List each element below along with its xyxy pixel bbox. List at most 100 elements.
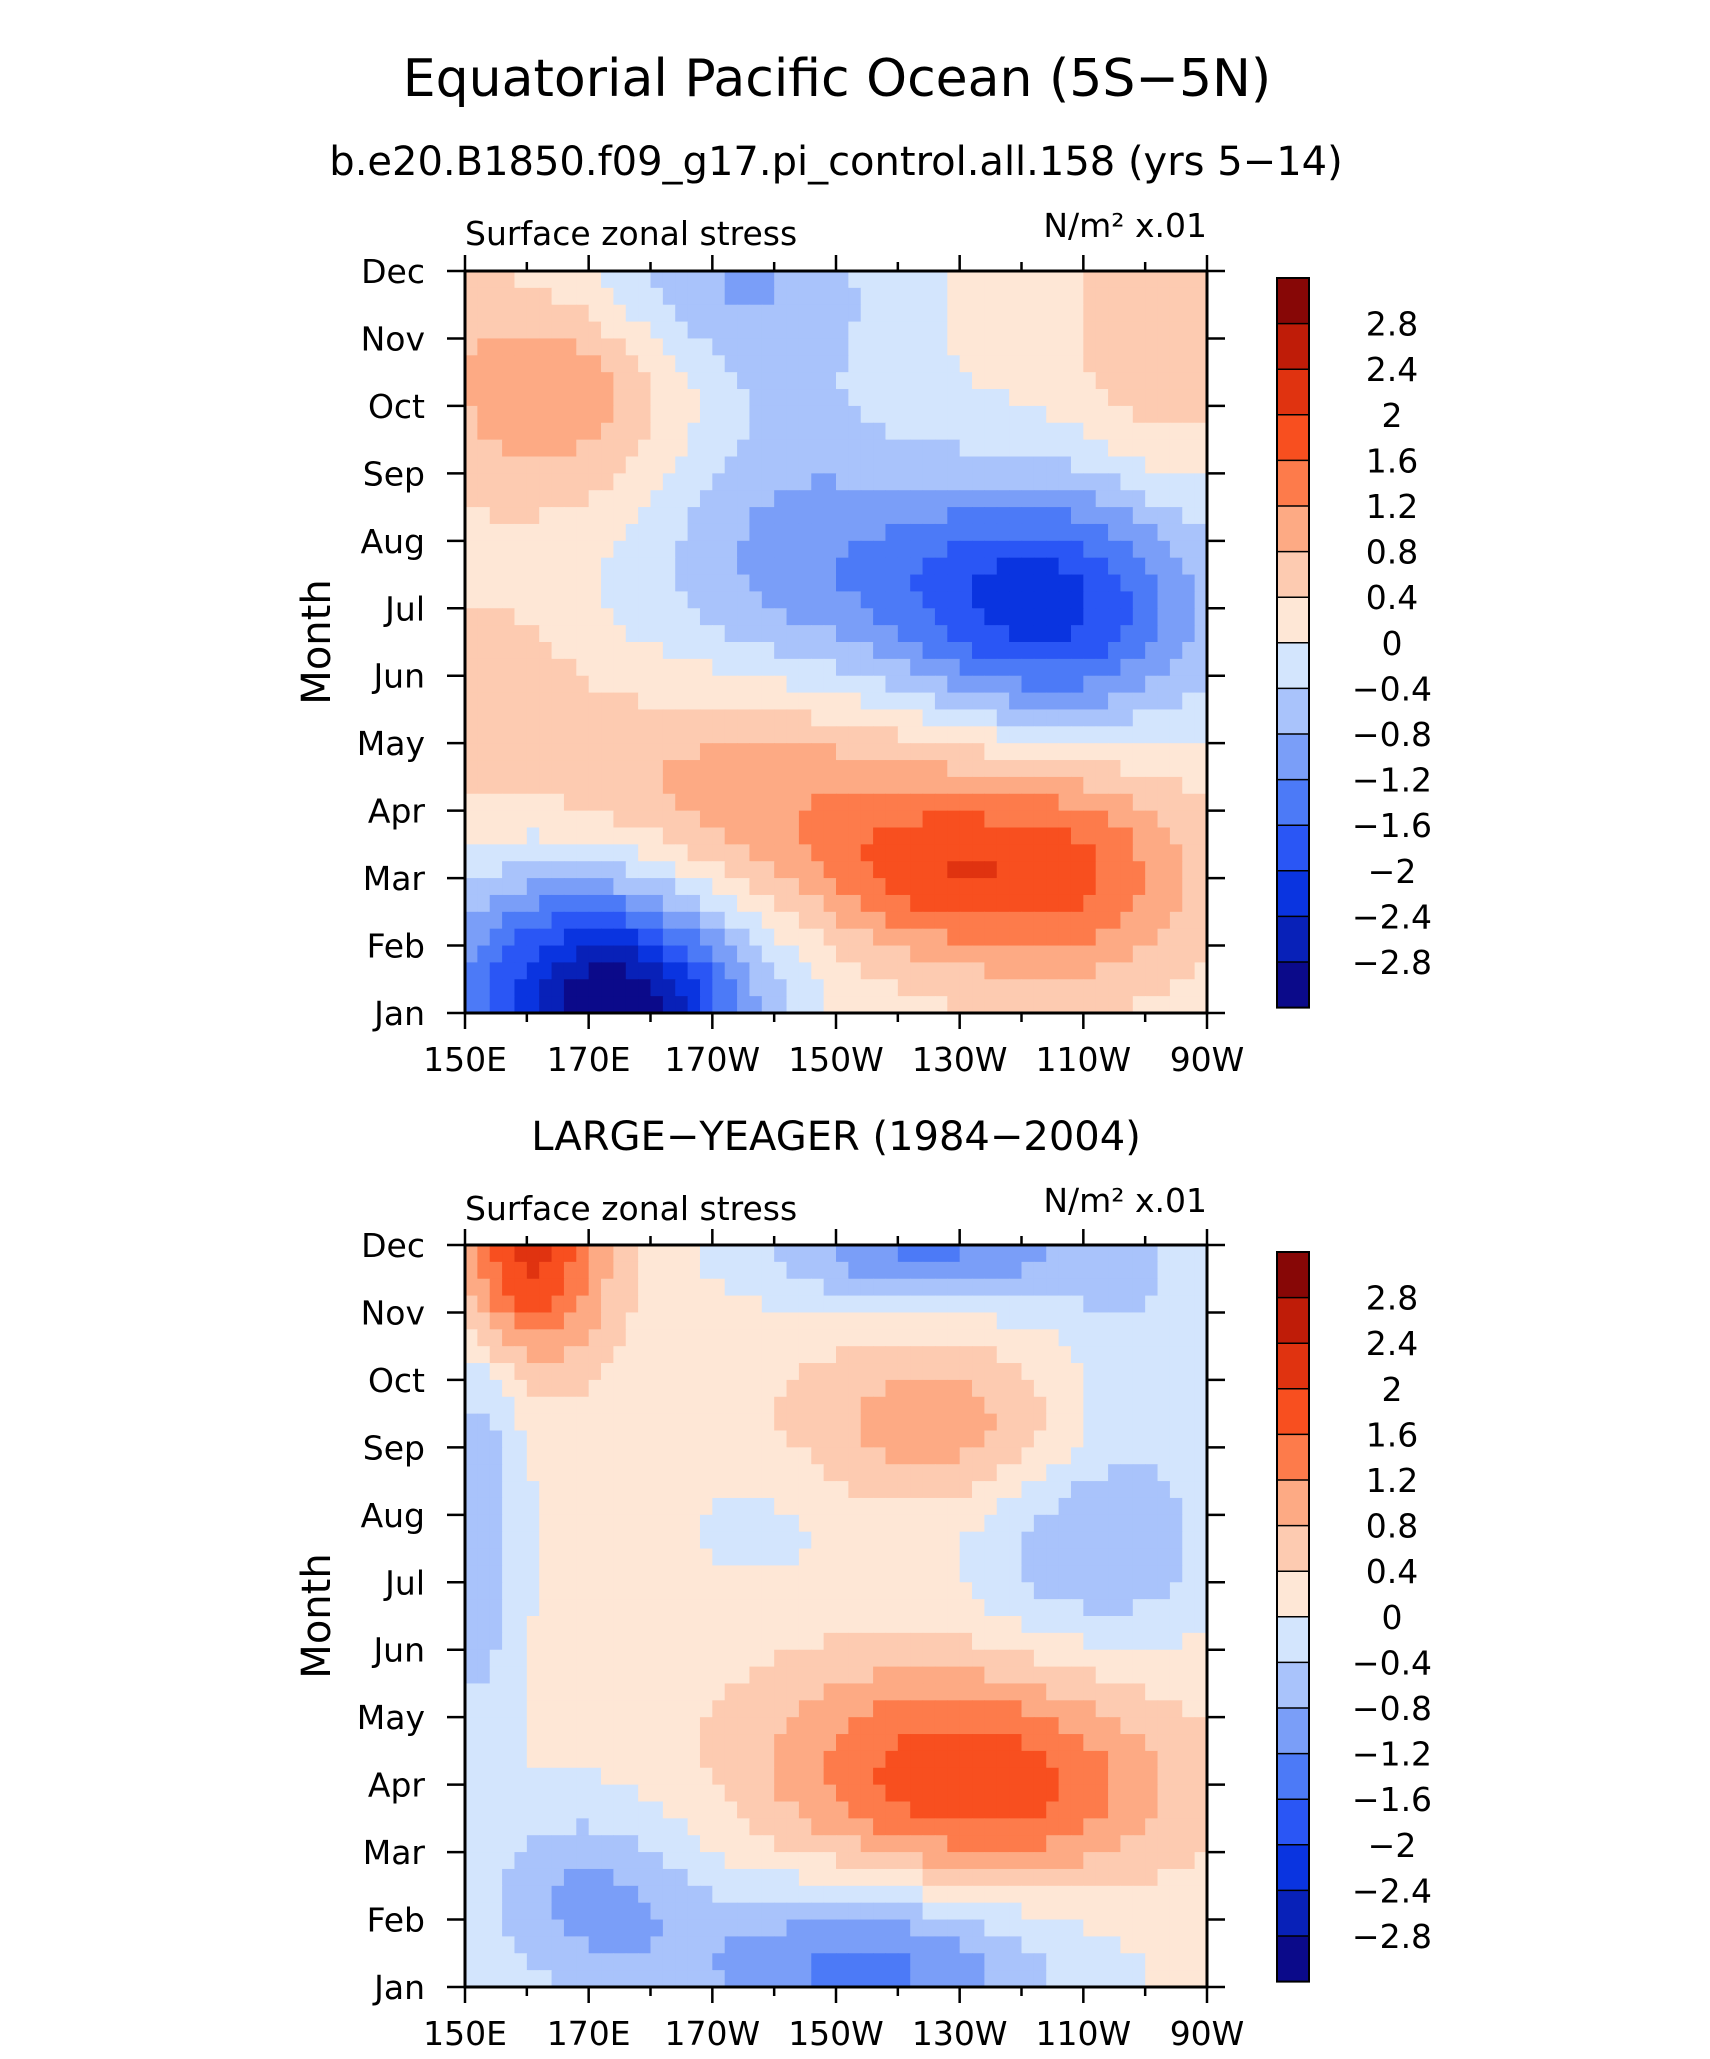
- heatmap-cell: [798, 1616, 812, 1634]
- heatmap-cell: [502, 338, 516, 356]
- heatmap-cell: [576, 1649, 590, 1668]
- heatmap-cell: [934, 389, 948, 407]
- heatmap-cell: [563, 894, 577, 913]
- heatmap-cell: [1120, 1784, 1134, 1803]
- heatmap-cell: [1108, 1767, 1122, 1786]
- heatmap-cell: [675, 675, 689, 694]
- heatmap-cell: [1145, 1363, 1159, 1381]
- heatmap-cell: [687, 894, 701, 913]
- heatmap-cell: [1083, 1666, 1097, 1685]
- heatmap-cell: [625, 743, 639, 761]
- heatmap-cell: [774, 827, 788, 845]
- heatmap-cell: [860, 287, 874, 306]
- heatmap-cell: [1145, 1346, 1159, 1364]
- heatmap-cell: [712, 591, 726, 609]
- heatmap-cell: [526, 1599, 540, 1617]
- heatmap-cell: [1120, 439, 1134, 458]
- heatmap-cell: [959, 540, 973, 559]
- heatmap-cell: [798, 1447, 812, 1465]
- heatmap-cell: [910, 1363, 924, 1381]
- heatmap-cell: [910, 1565, 924, 1583]
- heatmap-cell: [1132, 1497, 1146, 1516]
- heatmap-cell: [761, 1599, 775, 1617]
- heatmap-cell: [662, 1329, 676, 1347]
- heatmap-cell: [465, 1295, 478, 1314]
- heatmap-cell: [539, 996, 553, 1014]
- heatmap-cell: [1108, 861, 1122, 879]
- heatmap-cell: [601, 439, 614, 458]
- heatmap-cell: [934, 304, 948, 323]
- heatmap-cell: [934, 1717, 948, 1735]
- heatmap-cell: [749, 962, 763, 980]
- heatmap-cell: [1194, 1666, 1208, 1685]
- heatmap-cell: [897, 1312, 911, 1330]
- heatmap-cell: [601, 776, 614, 795]
- heatmap-cell: [885, 439, 899, 458]
- heatmap-cell: [848, 844, 862, 862]
- heatmap-cell: [563, 861, 577, 879]
- heatmap-cell: [959, 1481, 973, 1499]
- heatmap-cell: [1132, 1329, 1146, 1347]
- heatmap-cell: [662, 1430, 676, 1448]
- colorbar-label: 0.8: [1366, 533, 1418, 572]
- heatmap-cell: [1145, 1750, 1159, 1769]
- heatmap-cell: [588, 894, 602, 913]
- heatmap-cell: [1108, 1295, 1122, 1314]
- heatmap-cell: [1157, 1649, 1171, 1668]
- heatmap-field: [465, 1245, 1208, 1988]
- heatmap-cell: [526, 1565, 540, 1583]
- heatmap-cell: [1182, 287, 1196, 306]
- heatmap-cell: [601, 878, 614, 896]
- heatmap-cell: [489, 928, 503, 947]
- heatmap-cell: [1083, 1801, 1097, 1819]
- heatmap-cell: [996, 1801, 1010, 1819]
- heatmap-cell: [489, 608, 503, 626]
- heatmap-cell: [638, 1784, 652, 1803]
- heatmap-cell: [811, 1784, 825, 1803]
- heatmap-cell: [1108, 1261, 1122, 1280]
- heatmap-cell: [489, 1464, 503, 1482]
- heatmap-cell: [514, 1835, 528, 1853]
- heatmap-cell: [922, 271, 936, 289]
- heatmap-cell: [477, 1514, 491, 1533]
- heatmap-cell: [947, 642, 961, 660]
- heatmap-cell: [972, 928, 985, 947]
- heatmap-cell: [1194, 1514, 1208, 1533]
- heatmap-cell: [761, 271, 775, 289]
- heatmap-cell: [638, 894, 652, 913]
- heatmap-cell: [650, 456, 664, 474]
- heatmap-cell: [972, 1346, 985, 1364]
- heatmap-cell: [910, 473, 924, 491]
- heatmap-cell: [675, 1700, 689, 1718]
- heatmap-cell: [514, 743, 528, 761]
- heatmap-cell: [1157, 1497, 1171, 1516]
- heatmap-cell: [910, 1295, 924, 1314]
- heatmap-cell: [551, 760, 565, 778]
- heatmap-cell: [1021, 1379, 1035, 1398]
- heatmap-cell: [1108, 574, 1122, 593]
- heatmap-cell: [514, 894, 528, 913]
- heatmap-cell: [1194, 1312, 1208, 1330]
- heatmap-cell: [1145, 557, 1159, 576]
- heatmap-cell: [1046, 1784, 1060, 1803]
- heatmap-cell: [959, 1396, 973, 1415]
- heatmap-cell: [1058, 389, 1072, 407]
- heatmap-cell: [922, 1835, 936, 1853]
- heatmap-cell: [860, 456, 874, 474]
- heatmap-cell: [502, 709, 516, 727]
- heatmap-cell: [860, 1481, 874, 1499]
- heatmap-cell: [1009, 540, 1023, 559]
- heatmap-cell: [786, 979, 800, 997]
- heatmap-cell: [848, 760, 862, 778]
- heatmap-cell: [638, 692, 652, 711]
- heatmap-cell: [514, 692, 528, 711]
- heatmap-cell: [737, 625, 751, 643]
- heatmap-cell: [551, 878, 565, 896]
- heatmap-cell: [860, 1632, 874, 1651]
- heatmap-cell: [922, 776, 936, 795]
- heatmap-cell: [465, 1734, 478, 1752]
- heatmap-cell: [749, 625, 763, 643]
- heatmap-cell: [1009, 355, 1023, 373]
- heatmap-cell: [1169, 372, 1183, 390]
